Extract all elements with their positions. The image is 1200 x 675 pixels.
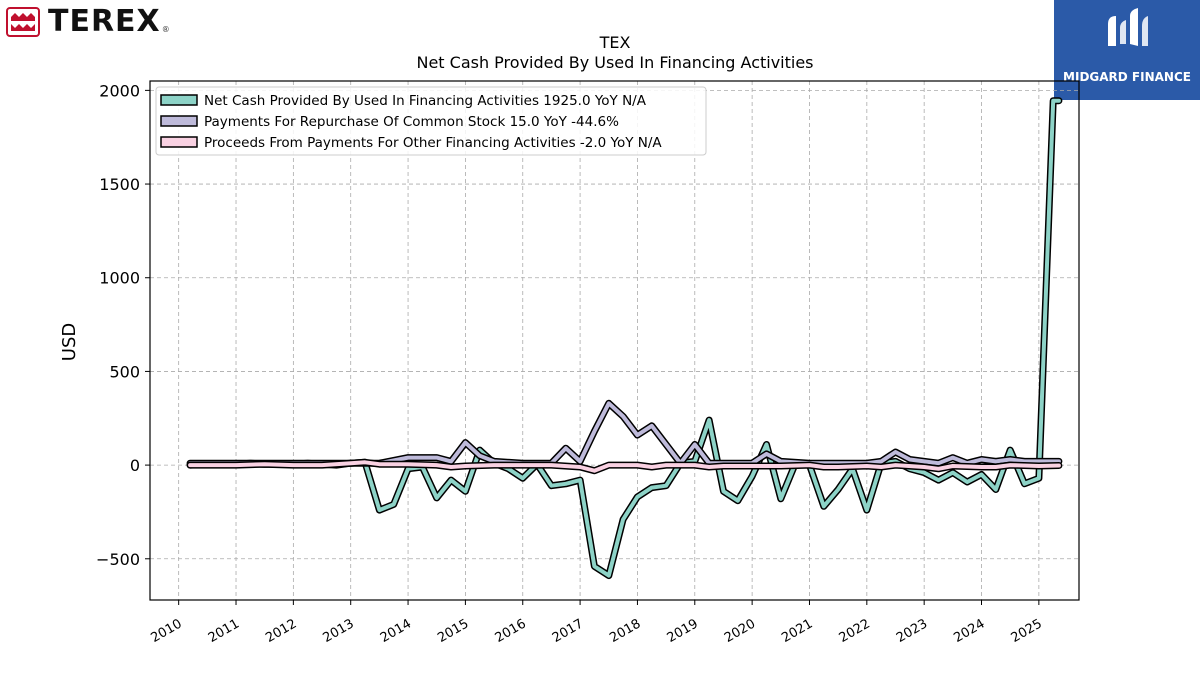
x-tick-label: 2025 bbox=[1009, 616, 1045, 646]
x-tick-label: 2012 bbox=[263, 616, 299, 646]
x-tick-label: 2021 bbox=[779, 616, 815, 646]
series-line bbox=[188, 98, 1061, 578]
sponsor-name: MIDGARD FINANCE bbox=[1063, 70, 1191, 84]
x-tick-label: 2016 bbox=[493, 616, 529, 646]
plot-frame bbox=[149, 80, 1080, 601]
legend-label: Payments For Repurchase Of Common Stock … bbox=[204, 114, 619, 130]
series-line-outline bbox=[186, 399, 1063, 467]
y-tick-label: 500 bbox=[109, 362, 140, 381]
x-tick-label: 2018 bbox=[607, 616, 643, 646]
x-tick-label: 2015 bbox=[435, 616, 471, 646]
midgard-mark-icon bbox=[1108, 8, 1148, 46]
x-tick-label: 2013 bbox=[321, 616, 357, 646]
x-tick-label: 2019 bbox=[665, 616, 701, 646]
legend: Net Cash Provided By Used In Financing A… bbox=[155, 86, 707, 156]
y-axis-label: USD bbox=[59, 323, 80, 361]
series-line bbox=[188, 401, 1061, 466]
y-tick-label: 1000 bbox=[99, 269, 140, 288]
legend-swatch bbox=[160, 94, 198, 106]
chart-title: TEX bbox=[599, 33, 631, 52]
grid bbox=[150, 81, 1079, 600]
axes: −500 0 500 1000 1500 2000 2010 2011 2012 2013 2014… bbox=[96, 81, 1045, 646]
y-tick-label: 1500 bbox=[99, 175, 140, 194]
x-tick-label: 2020 bbox=[722, 616, 758, 646]
y-tick-label: 0 bbox=[130, 456, 140, 475]
x-tick-label: 2011 bbox=[206, 616, 242, 646]
x-tick-label: 2017 bbox=[550, 616, 586, 646]
terex-crown-icon bbox=[6, 7, 40, 37]
series-line-outline bbox=[186, 97, 1063, 580]
series-lines bbox=[186, 97, 1063, 580]
y-tick-label: −500 bbox=[96, 550, 140, 569]
y-tick-label: 2000 bbox=[99, 81, 140, 100]
x-tick-label: 2024 bbox=[951, 616, 987, 646]
brand-logo: TEREX ® bbox=[6, 6, 170, 38]
legend-label: Net Cash Provided By Used In Financing A… bbox=[204, 93, 647, 109]
chart-subtitle: Net Cash Provided By Used In Financing A… bbox=[416, 53, 813, 72]
registered-mark: ® bbox=[161, 25, 170, 34]
x-tick-label: 2014 bbox=[378, 616, 414, 646]
x-tick-label: 2023 bbox=[894, 616, 930, 646]
legend-swatch bbox=[160, 115, 198, 127]
brand-name: TEREX bbox=[48, 4, 161, 39]
legend-swatch bbox=[160, 136, 198, 148]
x-tick-label: 2010 bbox=[149, 616, 185, 646]
legend-box bbox=[155, 86, 707, 156]
legend-label: Proceeds From Payments For Other Financi… bbox=[204, 135, 662, 151]
x-tick-label: 2022 bbox=[837, 616, 873, 646]
series-line bbox=[188, 460, 1061, 473]
sponsor-logo: MIDGARD FINANCE bbox=[1054, 0, 1200, 100]
